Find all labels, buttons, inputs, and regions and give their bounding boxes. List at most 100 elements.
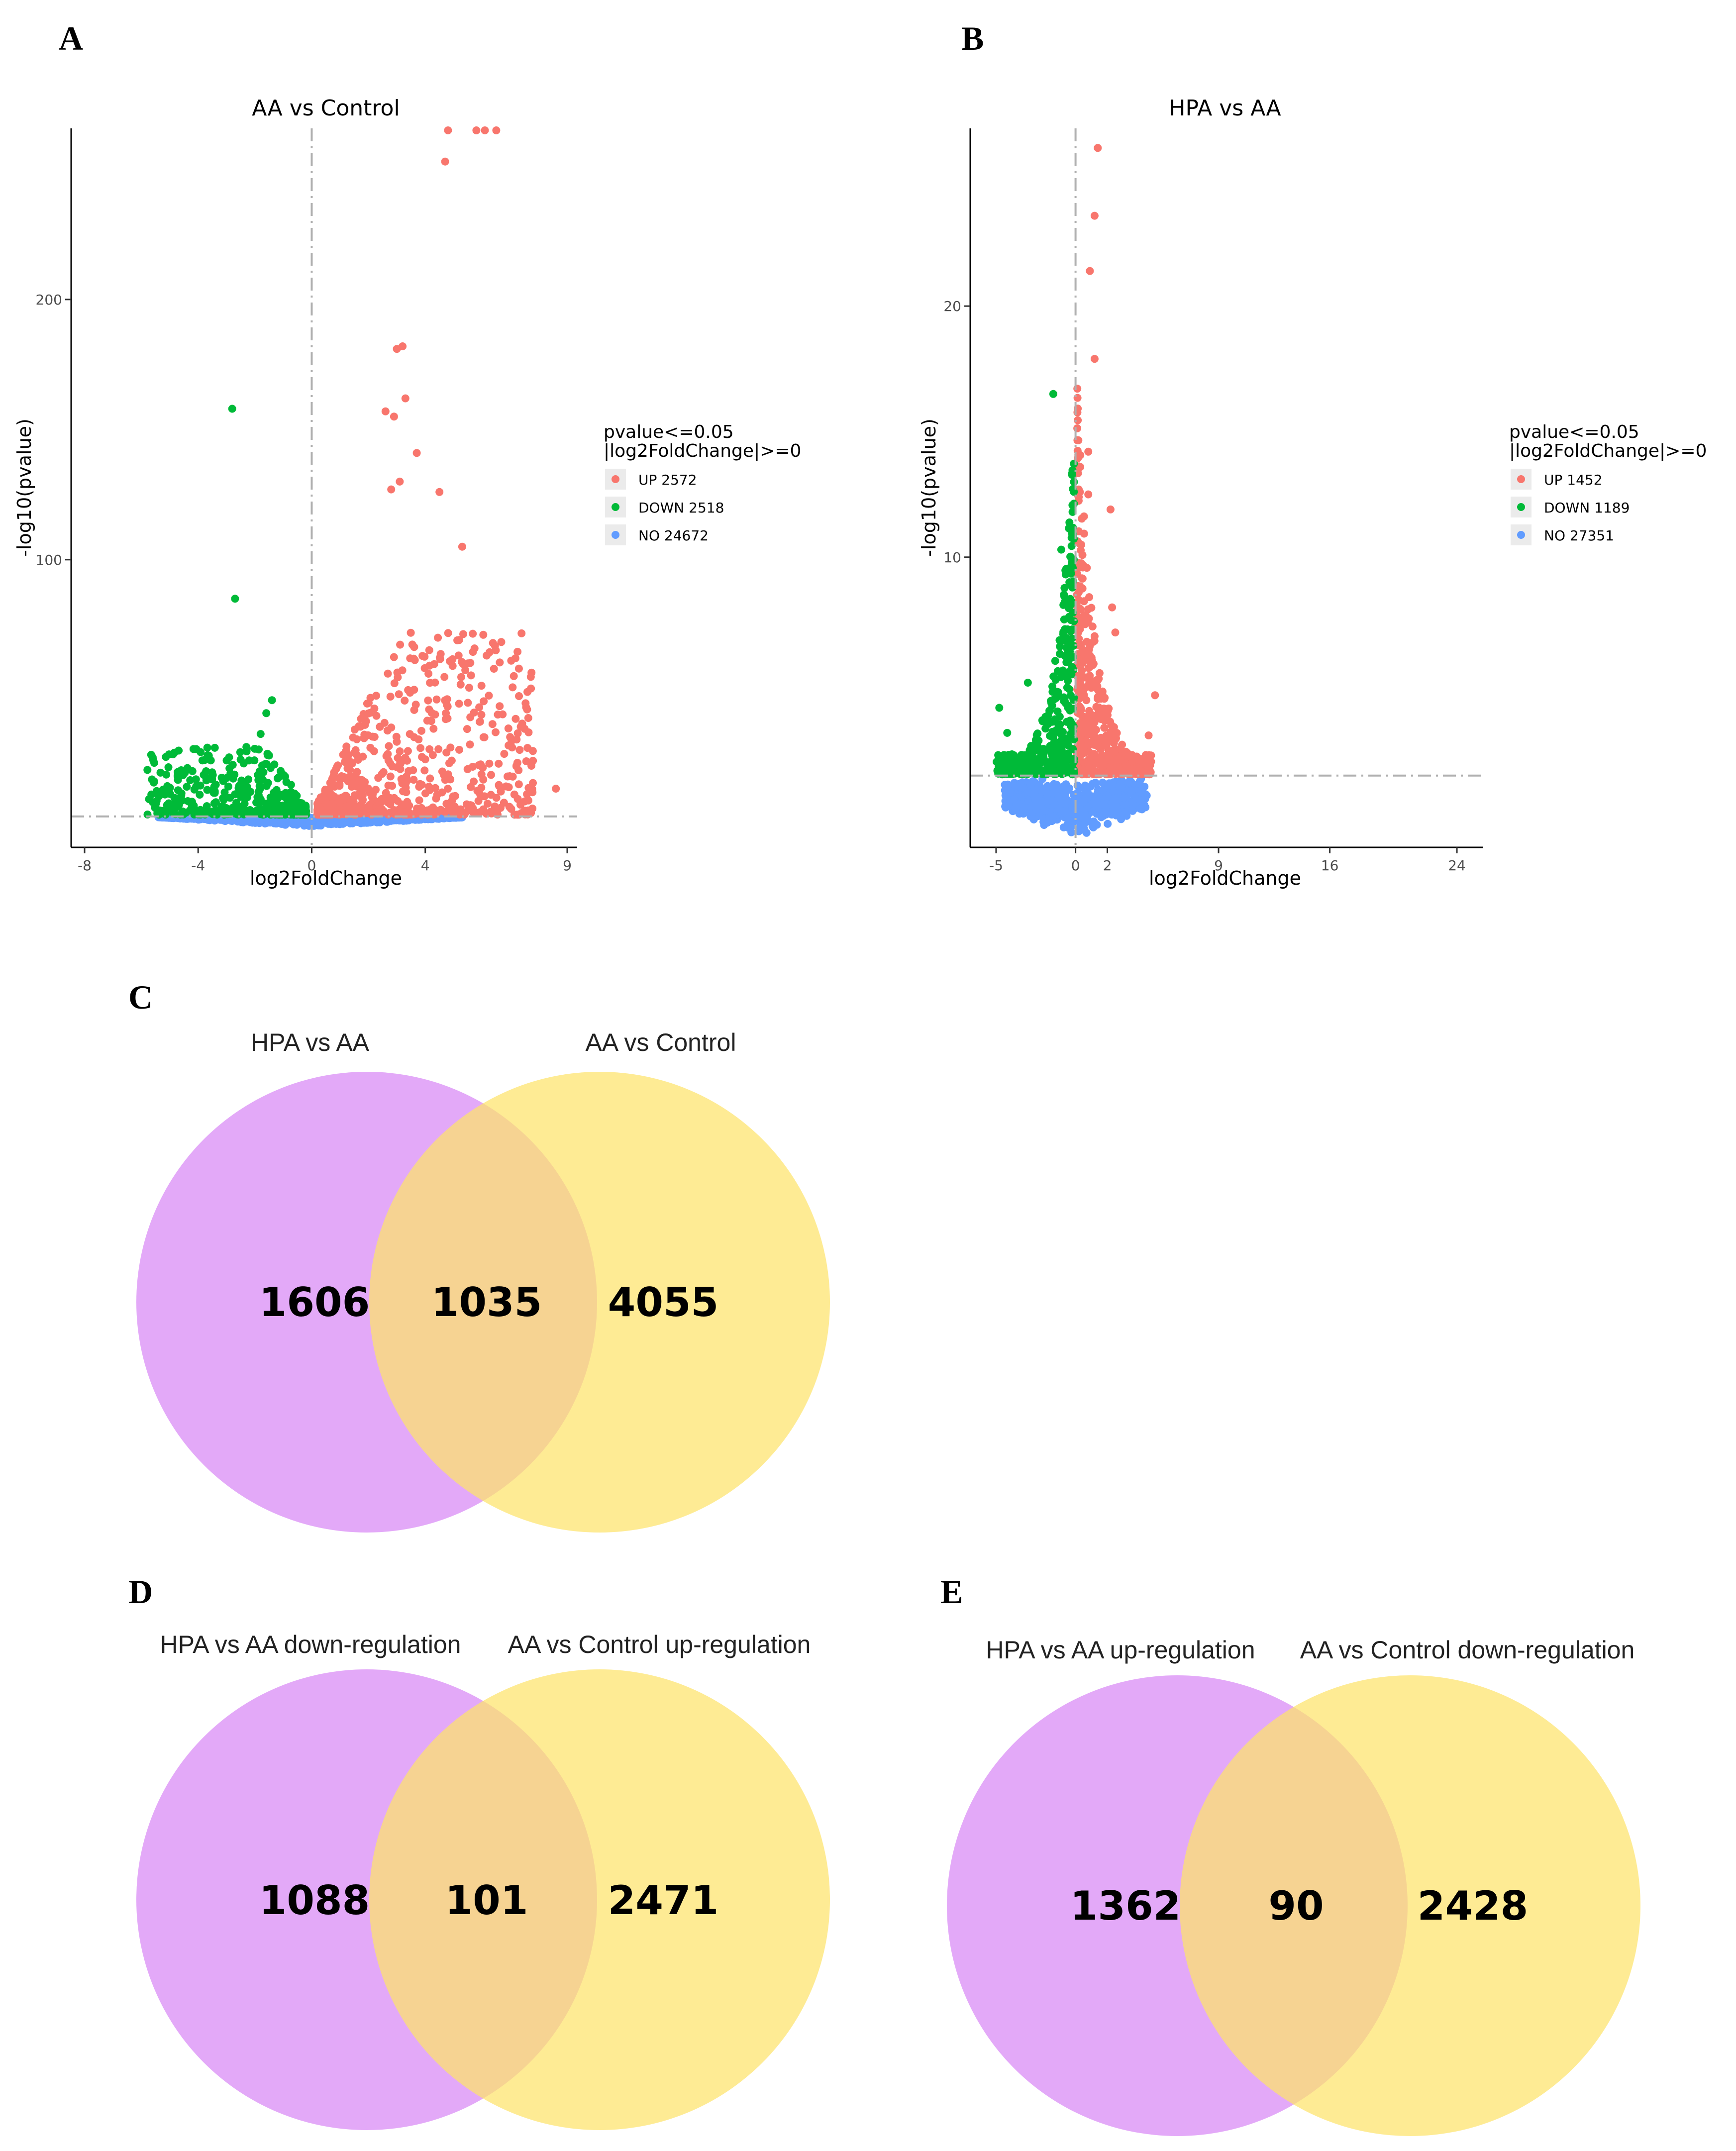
up-point xyxy=(1078,574,1086,583)
up-point xyxy=(475,703,484,712)
down-point xyxy=(190,785,199,794)
up-point xyxy=(1110,756,1119,765)
down-point xyxy=(1023,679,1032,687)
down-point xyxy=(1065,518,1074,526)
up-point xyxy=(1087,720,1096,729)
down-point xyxy=(1004,757,1012,765)
down-point xyxy=(287,788,295,796)
up-point xyxy=(383,794,391,803)
down-point xyxy=(1038,746,1046,754)
down-point xyxy=(994,751,1003,759)
up-point xyxy=(524,784,533,792)
down-point xyxy=(246,808,254,816)
up-point xyxy=(472,126,481,134)
down-point xyxy=(159,786,167,794)
venn-c-intersection-count: 1035 xyxy=(431,1279,542,1326)
up-point xyxy=(1074,416,1082,424)
up-point xyxy=(467,783,475,791)
venn-e-right-only-count: 2428 xyxy=(1418,1883,1529,1929)
down-point xyxy=(1051,657,1059,665)
no-point xyxy=(270,819,278,827)
panel-letter-b: B xyxy=(961,19,984,57)
up-point xyxy=(1077,706,1085,714)
down-point xyxy=(270,799,278,807)
volcano-a-points xyxy=(71,126,577,847)
down-point xyxy=(149,756,157,764)
no-point xyxy=(1054,793,1063,801)
no-point xyxy=(1114,807,1122,816)
up-point xyxy=(1086,267,1094,275)
volcano-b-legend-label-up: UP 1452 xyxy=(1544,472,1603,488)
down-point xyxy=(187,800,196,809)
up-point xyxy=(1147,751,1155,760)
down-point xyxy=(254,771,262,779)
down-point xyxy=(262,760,271,768)
up-point xyxy=(504,724,512,732)
venn-diagram-c: HPA vs AA AA vs Control 1606 1035 4055 xyxy=(136,1028,830,1533)
up-point xyxy=(447,756,456,765)
up-point xyxy=(440,673,449,681)
down-point xyxy=(1060,697,1069,705)
volcano-a-legend: pvalue<=0.05 |log2FoldChange|>=0 UP 2572… xyxy=(604,422,801,545)
x-tick-label: -5 xyxy=(989,857,1003,874)
up-point xyxy=(1100,723,1109,732)
up-point xyxy=(1151,691,1159,700)
up-point xyxy=(1094,144,1102,152)
up-point xyxy=(509,683,517,692)
no-point xyxy=(1039,785,1047,793)
up-point xyxy=(386,772,395,781)
down-point xyxy=(1066,706,1074,715)
up-point xyxy=(461,666,470,674)
no-point xyxy=(348,817,356,825)
up-point xyxy=(527,762,535,770)
up-point xyxy=(469,629,477,638)
down-point xyxy=(1063,717,1071,726)
down-point xyxy=(301,804,309,812)
down-point xyxy=(230,770,239,779)
down-point xyxy=(1049,390,1057,398)
up-point xyxy=(1084,760,1093,768)
volcano-b-x-ticks: -5 0 2 9 16 24 xyxy=(989,847,1466,874)
up-point xyxy=(408,640,416,649)
up-point xyxy=(1084,490,1093,499)
up-point xyxy=(496,658,504,667)
no-point xyxy=(1025,804,1034,813)
volcano-a-y-ticks: 100 200 xyxy=(36,292,71,568)
down-point xyxy=(156,768,165,777)
no-point xyxy=(1029,815,1038,823)
up-point xyxy=(1088,657,1096,665)
no-point xyxy=(1127,787,1136,795)
up-point xyxy=(337,772,346,780)
up-point xyxy=(327,791,336,799)
up-point xyxy=(1090,632,1099,640)
no-point xyxy=(248,819,256,826)
up-point xyxy=(511,654,519,662)
up-point xyxy=(463,725,471,733)
up-point xyxy=(515,692,523,700)
down-point xyxy=(1031,739,1040,748)
no-point xyxy=(1099,800,1107,809)
volcano-b-legend-dot-down xyxy=(1517,503,1525,511)
down-point xyxy=(1056,642,1064,651)
up-point xyxy=(434,745,443,753)
down-point xyxy=(1067,542,1076,550)
up-point xyxy=(444,785,452,793)
down-point xyxy=(244,775,253,784)
up-point xyxy=(431,784,439,792)
down-point xyxy=(263,749,272,758)
venn-d-left-only-count: 1088 xyxy=(259,1877,370,1924)
up-point xyxy=(1073,590,1081,599)
down-point xyxy=(206,756,215,765)
up-point xyxy=(480,697,488,706)
up-point xyxy=(477,711,486,719)
up-point xyxy=(1144,731,1153,739)
up-point xyxy=(350,748,358,757)
down-point xyxy=(178,796,187,805)
down-point xyxy=(1002,763,1010,772)
down-point xyxy=(202,776,210,785)
down-point xyxy=(1053,747,1061,755)
down-point xyxy=(219,805,227,814)
y-tick-label: 20 xyxy=(943,298,961,314)
up-point xyxy=(463,765,472,773)
